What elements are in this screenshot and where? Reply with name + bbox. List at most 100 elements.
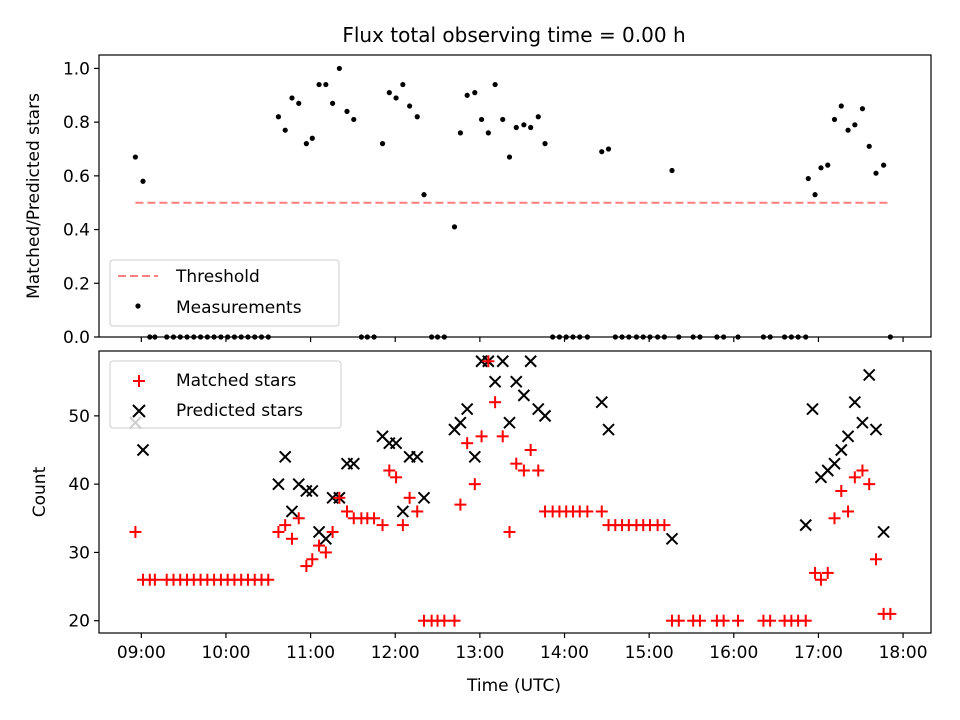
ratio-y-tick-label: 0.4 xyxy=(63,221,90,241)
measurement-point xyxy=(414,114,420,120)
matched-stars-point xyxy=(285,532,298,545)
matched-stars-point xyxy=(732,614,745,627)
matched-stars-point xyxy=(524,444,537,457)
predicted-stars-point xyxy=(848,396,862,409)
matched-stars-point xyxy=(821,566,834,579)
measurement-point xyxy=(407,103,413,109)
matched-stars-point xyxy=(503,525,516,538)
predicted-stars-point xyxy=(454,416,467,429)
ratio-panel: Flux total observing time = 0.00 h 0.00.… xyxy=(24,23,932,348)
measurement-point xyxy=(825,162,831,168)
matched-stars-point xyxy=(848,471,861,484)
matched-stars-point xyxy=(390,471,403,484)
count-y-ticks: 20 30 40 50 xyxy=(68,407,99,632)
matched-stars-point xyxy=(326,525,339,538)
matched-stars-point xyxy=(658,519,671,532)
measurement-point xyxy=(535,114,541,120)
predicted-stars-point xyxy=(510,375,523,388)
count-x-ticks: 09:00 10:00 11:00 12:00 13:00 14:00 15:00 16:00… xyxy=(117,633,928,663)
predicted-stars-point xyxy=(869,423,883,436)
matched-stars-point xyxy=(814,573,827,586)
count-panel: 20 30 40 50 09:00 10:00 11:00 12:00 13:00 14:00 1… xyxy=(30,350,932,696)
count-legend: Matched stars Predicted stars xyxy=(109,360,342,429)
matched-stars-point xyxy=(517,464,530,477)
matched-stars-point xyxy=(454,498,467,511)
predicted-stars-point xyxy=(411,450,424,464)
measurement-point xyxy=(282,127,288,133)
measurements-legend-swatch xyxy=(135,303,141,309)
measurements-legend-label: Measurements xyxy=(176,298,302,318)
predicted-legend-label: Predicted stars xyxy=(176,401,303,421)
matched-stars-point xyxy=(532,464,545,477)
count-y-tick-label: 40 xyxy=(68,475,90,495)
matched-stars-point xyxy=(764,614,777,627)
ratio-y-tick-label: 0.2 xyxy=(63,274,90,294)
measurement-point xyxy=(521,122,527,128)
measurement-point xyxy=(500,116,506,123)
matched-stars-point xyxy=(461,437,474,450)
matched-stars-point xyxy=(482,355,495,368)
predicted-stars-point xyxy=(538,409,552,423)
predicted-stars-point xyxy=(503,416,516,429)
count-legend-box xyxy=(109,360,342,429)
measurement-point xyxy=(464,92,470,98)
measurement-point xyxy=(599,149,605,155)
measurement-point xyxy=(140,178,146,184)
x-tick-label: 10:00 xyxy=(201,643,250,663)
matched-stars-point xyxy=(448,614,461,627)
x-tick-label: 09:00 xyxy=(117,643,166,663)
matched-stars-point xyxy=(262,573,275,586)
predicted-stars-point xyxy=(417,491,431,505)
measurement-point xyxy=(351,116,357,123)
ratio-y-tick-label: 0.0 xyxy=(63,328,90,348)
ratio-y-ticks: 0.0 0.2 0.4 0.6 0.8 1.0 xyxy=(63,59,99,348)
measurement-point xyxy=(323,81,329,88)
measurement-point xyxy=(838,103,844,109)
x-tick-label: 16:00 xyxy=(709,643,758,663)
matched-stars-point xyxy=(333,491,346,504)
x-tick-label: 13:00 xyxy=(455,643,504,663)
measurement-point xyxy=(845,127,851,133)
matched-stars-point xyxy=(809,566,822,579)
predicted-stars-point xyxy=(665,532,679,545)
ratio-y-tick-label: 0.6 xyxy=(63,167,90,187)
matched-stars-point xyxy=(496,430,509,443)
count-y-tick-label: 30 xyxy=(68,543,90,563)
matched-stars-point xyxy=(340,505,353,518)
x-tick-label: 18:00 xyxy=(879,643,928,663)
matched-stars-point xyxy=(306,553,319,566)
matched-stars-point xyxy=(396,519,409,532)
predicted-stars-point xyxy=(517,389,531,402)
x-tick-label: 15:00 xyxy=(625,643,674,663)
predicted-stars-point xyxy=(460,402,474,416)
matched-stars-point xyxy=(475,430,488,443)
matched-stars-point xyxy=(489,396,502,409)
measurement-point xyxy=(289,95,295,101)
measurement-point xyxy=(513,124,519,131)
measurement-point xyxy=(805,175,811,182)
measurement-point xyxy=(831,116,838,123)
ratio-y-tick-label: 0.8 xyxy=(63,113,90,133)
count-axes-frame xyxy=(98,350,932,634)
measurement-point xyxy=(336,65,342,72)
measurement-point xyxy=(472,90,478,96)
measurement-point xyxy=(457,130,464,136)
predicted-stars-point xyxy=(136,443,150,457)
matched-stars-point xyxy=(438,614,451,627)
measurement-point xyxy=(866,143,872,149)
measurement-point xyxy=(812,192,818,198)
measurement-point xyxy=(478,116,485,123)
matched-stars-point xyxy=(869,553,882,566)
predicted-stars-point xyxy=(347,457,360,470)
measurement-point xyxy=(506,154,513,160)
matched-stars-point xyxy=(468,478,481,491)
predicted-stars-point xyxy=(806,402,819,416)
predicted-stars-point xyxy=(828,457,841,470)
measurement-point xyxy=(605,146,612,152)
predicted-legend-swatch xyxy=(132,404,146,418)
measurement-point xyxy=(818,165,824,171)
predicted-stars-point xyxy=(524,355,537,368)
matched-stars-point xyxy=(411,505,424,518)
matched-stars-point xyxy=(129,525,142,538)
